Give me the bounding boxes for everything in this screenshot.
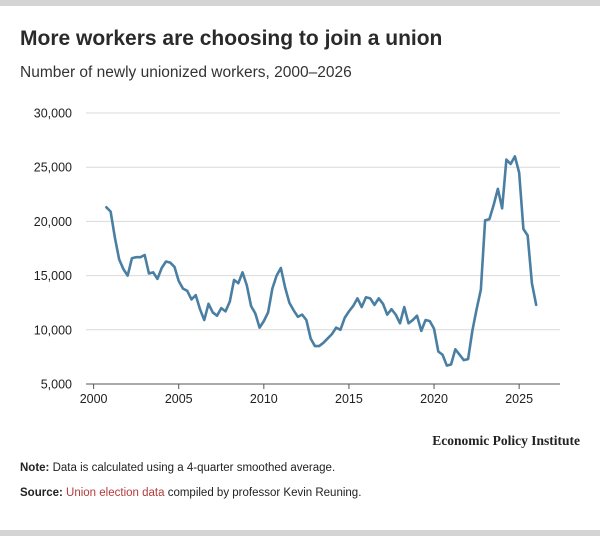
note-body: Data is calculated using a 4-quarter smo… bbox=[52, 462, 336, 474]
source-body: compiled by professor Kevin Reuning. bbox=[167, 487, 362, 499]
publisher-logo: Economic Policy Institute bbox=[432, 433, 580, 448]
source-label: Source: bbox=[20, 487, 63, 499]
y-tick-label: 10,000 bbox=[34, 323, 72, 337]
source-text: Source: Union election data compiled by … bbox=[20, 487, 361, 499]
x-tick-label: 2010 bbox=[250, 392, 278, 406]
series-lines bbox=[105, 155, 538, 367]
note-label: Note: bbox=[20, 462, 50, 474]
source-link[interactable]: Union election data bbox=[66, 487, 165, 499]
note-text: Note: Data is calculated using a 4-quart… bbox=[20, 462, 335, 474]
y-tick-label: 20,000 bbox=[34, 215, 72, 229]
y-tick-label: 15,000 bbox=[34, 269, 72, 283]
grid-lines bbox=[86, 112, 560, 331]
x-tick-label: 2005 bbox=[165, 392, 193, 406]
x-axis: 2000 2005 2010 2015 2020 2025 bbox=[80, 383, 560, 406]
y-tick-label: 5,000 bbox=[41, 378, 72, 392]
x-tick-label: 2020 bbox=[420, 392, 448, 406]
chart-title: More workers are choosing to join a unio… bbox=[20, 27, 443, 50]
top-border bbox=[0, 0, 600, 6]
y-tick-label: 30,000 bbox=[34, 107, 72, 121]
x-tick-label: 2025 bbox=[505, 392, 533, 406]
x-tick-label: 2000 bbox=[80, 392, 108, 406]
bottom-border bbox=[0, 530, 600, 536]
y-axis: 5,000 10,000 15,000 20,000 25,000 30,000 bbox=[34, 107, 72, 392]
y-tick-label: 25,000 bbox=[34, 161, 72, 175]
chart-subtitle: Number of newly unionized workers, 2000–… bbox=[20, 64, 352, 81]
series-line bbox=[105, 155, 538, 367]
x-tick-label: 2015 bbox=[335, 392, 363, 406]
